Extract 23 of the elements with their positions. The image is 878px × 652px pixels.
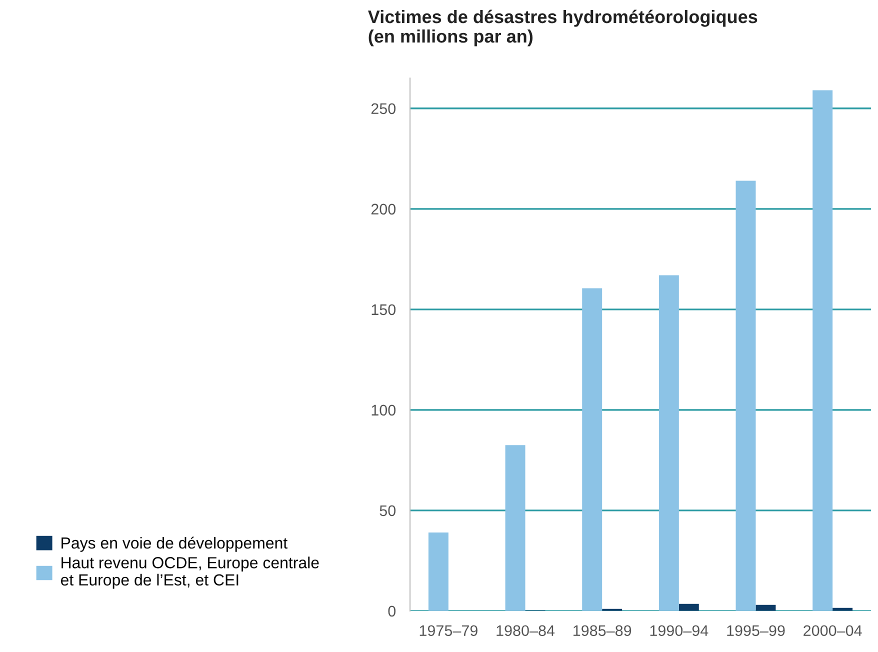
- x-tick-label: 1980–84: [496, 625, 555, 636]
- y-tick-label: 100: [372, 404, 396, 416]
- x-tick-label: 1990–94: [650, 625, 708, 636]
- y-tick-label: 0: [388, 606, 396, 617]
- x-tick-label: 2000–04: [804, 625, 862, 636]
- x-tick-label: 1995–99: [727, 625, 785, 636]
- y-tick-label: 250: [371, 103, 396, 114]
- y-tick-label: 150: [372, 304, 396, 316]
- chart-title: Victimes de désastres hydrométéorologiques (en millions par an): [368, 10, 758, 46]
- legend-label: Pays en voie de développement: [62, 536, 288, 552]
- bar: [582, 288, 602, 611]
- bar: [736, 180, 756, 611]
- legend-label: Haut revenu OCDE, Europe centrale et Europe de l’Est, et CEI: [60, 556, 319, 589]
- bar: [658, 275, 679, 611]
- bar: [756, 604, 776, 611]
- y-tick-label: 200: [371, 204, 396, 215]
- x-tick-label: 1985–89: [574, 625, 632, 636]
- bar: [678, 604, 699, 611]
- bar: [812, 90, 833, 611]
- y-tick-label: 50: [380, 505, 396, 516]
- x-tick-label: 1975–79: [420, 625, 478, 636]
- bar: [428, 532, 448, 611]
- bar: [505, 445, 526, 611]
